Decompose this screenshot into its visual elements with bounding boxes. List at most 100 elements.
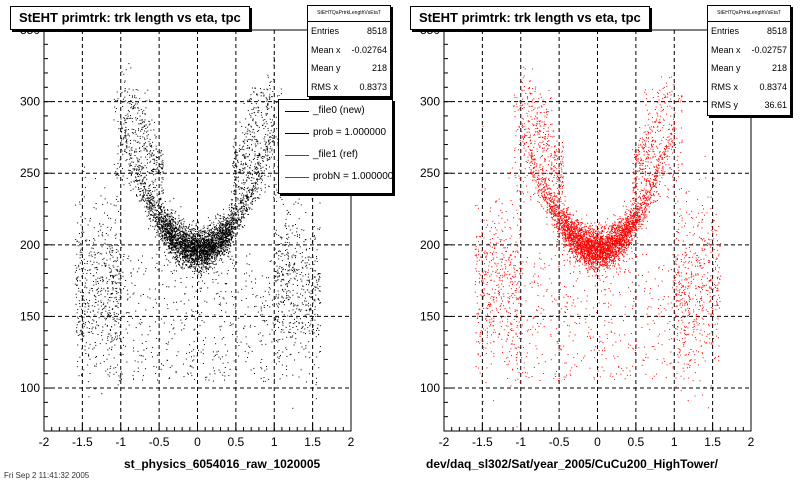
data-point — [292, 407, 294, 409]
data-point — [241, 146, 243, 148]
data-point — [190, 265, 192, 267]
data-point — [307, 280, 309, 282]
data-point — [166, 349, 168, 350]
data-point — [140, 130, 142, 132]
data-point — [98, 282, 99, 284]
data-point — [315, 377, 317, 379]
data-point — [158, 227, 160, 229]
data-point — [79, 254, 81, 256]
data-point — [75, 330, 77, 332]
data-point — [180, 222, 182, 224]
data-point — [104, 198, 106, 200]
data-point — [188, 225, 190, 227]
data-point — [170, 221, 172, 223]
data-point — [263, 94, 265, 96]
data-point — [282, 273, 284, 275]
data-point — [153, 129, 155, 131]
data-point — [236, 336, 238, 338]
data-point — [225, 222, 227, 224]
data-point — [217, 240, 219, 242]
data-point — [299, 274, 301, 275]
data-point — [166, 286, 168, 288]
data-point — [155, 136, 157, 138]
data-point — [316, 256, 317, 258]
data-point — [161, 163, 163, 165]
data-point — [240, 202, 241, 204]
data-point — [209, 235, 211, 237]
data-point — [298, 322, 300, 324]
data-point — [161, 205, 162, 207]
data-point — [315, 315, 317, 317]
data-point — [284, 300, 285, 301]
data-point — [205, 244, 207, 245]
data-point — [133, 168, 135, 170]
data-point — [161, 190, 163, 192]
data-point — [310, 290, 312, 292]
data-point — [251, 182, 253, 184]
data-point — [225, 235, 227, 237]
data-point — [146, 135, 148, 137]
data-point — [84, 239, 86, 241]
data-point — [237, 172, 239, 174]
data-point — [160, 205, 161, 207]
data-point — [199, 255, 201, 257]
data-point — [233, 192, 235, 194]
data-point — [257, 110, 259, 112]
data-point — [197, 269, 199, 270]
data-point — [123, 184, 125, 186]
data-point — [200, 277, 202, 278]
data-point — [170, 244, 172, 246]
data-point — [180, 220, 182, 222]
data-point — [130, 104, 132, 105]
data-point — [295, 326, 297, 327]
data-point — [257, 172, 259, 174]
data-point — [141, 198, 143, 200]
data-point — [103, 361, 105, 362]
data-point — [180, 277, 182, 279]
data-point — [277, 272, 278, 274]
data-point — [138, 322, 140, 324]
data-point — [75, 303, 77, 305]
data-point — [285, 297, 287, 299]
data-point — [76, 296, 77, 298]
data-point — [160, 239, 162, 240]
data-point — [246, 176, 248, 178]
data-point — [209, 245, 211, 246]
data-point — [184, 247, 186, 249]
data-point — [221, 338, 223, 340]
data-point — [205, 266, 207, 268]
data-point — [281, 364, 283, 366]
data-point — [119, 335, 121, 337]
data-point — [238, 355, 240, 357]
data-point — [264, 191, 266, 193]
data-point — [250, 369, 252, 371]
data-point — [118, 211, 119, 212]
data-point — [173, 237, 175, 239]
data-point — [229, 234, 231, 236]
data-point — [159, 212, 161, 214]
data-point — [80, 338, 82, 340]
data-point — [194, 318, 196, 320]
data-point — [198, 234, 200, 236]
data-point — [191, 252, 193, 254]
data-point — [146, 194, 148, 196]
data-point — [166, 222, 168, 224]
data-point — [97, 281, 99, 282]
data-point — [190, 245, 192, 247]
data-point — [193, 243, 195, 244]
data-point — [239, 224, 241, 226]
data-point — [182, 266, 184, 268]
data-point — [79, 356, 81, 358]
data-point — [205, 242, 207, 244]
data-point — [109, 252, 111, 254]
data-point — [287, 295, 289, 296]
data-point — [84, 277, 86, 279]
data-point — [185, 234, 187, 236]
data-point — [286, 273, 288, 275]
data-point — [75, 239, 77, 240]
data-point — [156, 229, 158, 231]
data-point — [262, 101, 264, 103]
data-point — [203, 247, 205, 249]
data-point — [235, 219, 237, 221]
data-point — [244, 314, 246, 315]
